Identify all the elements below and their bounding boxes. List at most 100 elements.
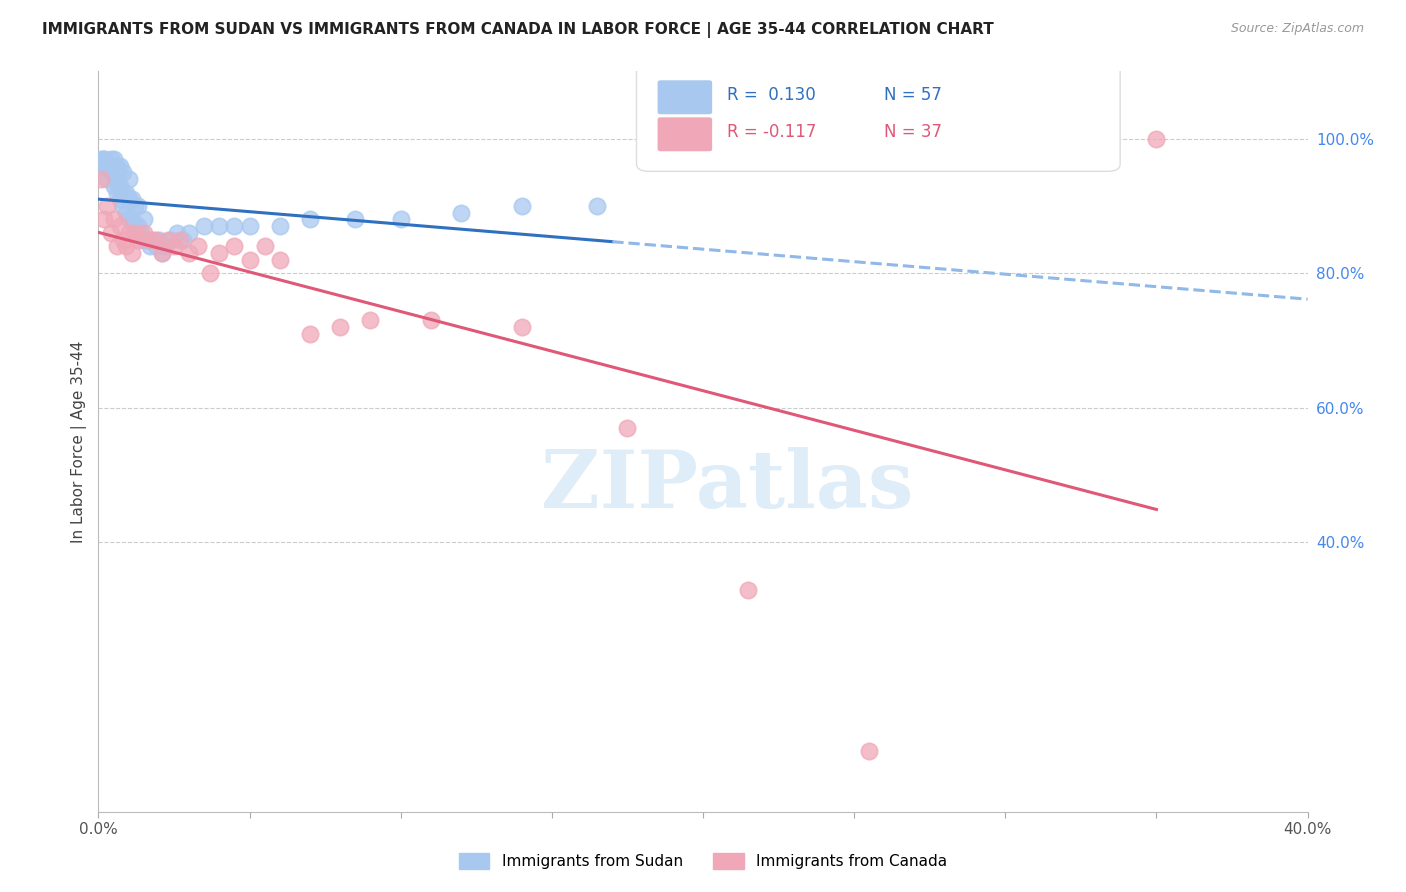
Text: N = 37: N = 37 — [884, 123, 942, 141]
Point — [224, 239, 246, 253]
Text: ZIPatlas: ZIPatlas — [541, 447, 914, 525]
Point — [129, 226, 152, 240]
FancyBboxPatch shape — [658, 81, 711, 113]
Point — [420, 313, 443, 327]
Point — [93, 152, 115, 166]
Point — [329, 320, 352, 334]
FancyBboxPatch shape — [658, 118, 711, 151]
Point — [172, 233, 194, 247]
Point — [105, 172, 128, 186]
Point — [90, 152, 112, 166]
Point — [253, 239, 276, 253]
Text: IMMIGRANTS FROM SUDAN VS IMMIGRANTS FROM CANADA IN LABOR FORCE | AGE 35-44 CORRE: IMMIGRANTS FROM SUDAN VS IMMIGRANTS FROM… — [42, 22, 994, 38]
Point — [200, 266, 222, 280]
Point — [510, 320, 533, 334]
Point — [100, 152, 122, 166]
Point — [105, 186, 128, 200]
Point — [90, 172, 112, 186]
Point — [299, 326, 322, 341]
Point — [208, 246, 231, 260]
Point — [105, 159, 128, 173]
Point — [93, 212, 115, 227]
Point — [858, 744, 880, 758]
Point — [135, 233, 157, 247]
Point — [121, 192, 143, 206]
Point — [1144, 131, 1167, 145]
Point — [108, 219, 131, 234]
Point — [389, 212, 412, 227]
FancyBboxPatch shape — [637, 64, 1121, 171]
Point — [450, 205, 472, 219]
Point — [187, 239, 209, 253]
Point — [105, 239, 128, 253]
Point — [124, 219, 146, 234]
Point — [132, 233, 155, 247]
Text: R = -0.117: R = -0.117 — [727, 123, 817, 141]
Point — [118, 192, 141, 206]
Point — [737, 582, 759, 597]
Point — [586, 199, 609, 213]
Point — [124, 199, 146, 213]
Point — [100, 165, 122, 179]
Point — [96, 172, 118, 186]
Point — [360, 313, 382, 327]
Point — [169, 233, 191, 247]
Point — [114, 186, 136, 200]
Point — [108, 192, 131, 206]
Point — [103, 178, 125, 193]
Point — [127, 219, 149, 234]
Point — [139, 233, 162, 247]
Point — [179, 226, 201, 240]
Point — [193, 219, 215, 234]
Point — [111, 233, 134, 247]
Point — [269, 219, 291, 234]
Point — [344, 212, 367, 227]
Point — [150, 246, 173, 260]
Point — [93, 152, 115, 166]
Point — [124, 226, 146, 240]
Point — [111, 165, 134, 179]
Point — [108, 159, 131, 173]
Point — [208, 219, 231, 234]
Point — [121, 246, 143, 260]
Point — [150, 246, 173, 260]
Point — [148, 233, 170, 247]
Text: Source: ZipAtlas.com: Source: ZipAtlas.com — [1230, 22, 1364, 36]
Point — [103, 152, 125, 166]
Point — [239, 219, 262, 234]
Point — [179, 246, 201, 260]
Text: N = 57: N = 57 — [884, 86, 942, 104]
Point — [121, 212, 143, 227]
Point — [299, 212, 322, 227]
Point — [118, 212, 141, 227]
Point — [93, 159, 115, 173]
Point — [145, 233, 167, 247]
Point — [156, 233, 179, 247]
Point — [111, 199, 134, 213]
Point — [118, 226, 141, 240]
Point — [153, 239, 176, 253]
Point — [269, 252, 291, 267]
Point — [103, 165, 125, 179]
Point — [239, 252, 262, 267]
Point — [145, 239, 167, 253]
Point — [510, 199, 533, 213]
Point — [166, 226, 188, 240]
Point — [132, 226, 155, 240]
Point — [103, 212, 125, 227]
Point — [96, 159, 118, 173]
Point — [224, 219, 246, 234]
Point — [127, 199, 149, 213]
Point — [160, 233, 183, 247]
Legend: Immigrants from Sudan, Immigrants from Canada: Immigrants from Sudan, Immigrants from C… — [453, 847, 953, 875]
Point — [108, 178, 131, 193]
Point — [132, 212, 155, 227]
Point — [111, 186, 134, 200]
Point — [163, 239, 186, 253]
Y-axis label: In Labor Force | Age 35-44: In Labor Force | Age 35-44 — [72, 341, 87, 542]
Point — [96, 199, 118, 213]
Point — [127, 233, 149, 247]
Point — [114, 205, 136, 219]
Point — [142, 233, 165, 247]
Point — [118, 172, 141, 186]
